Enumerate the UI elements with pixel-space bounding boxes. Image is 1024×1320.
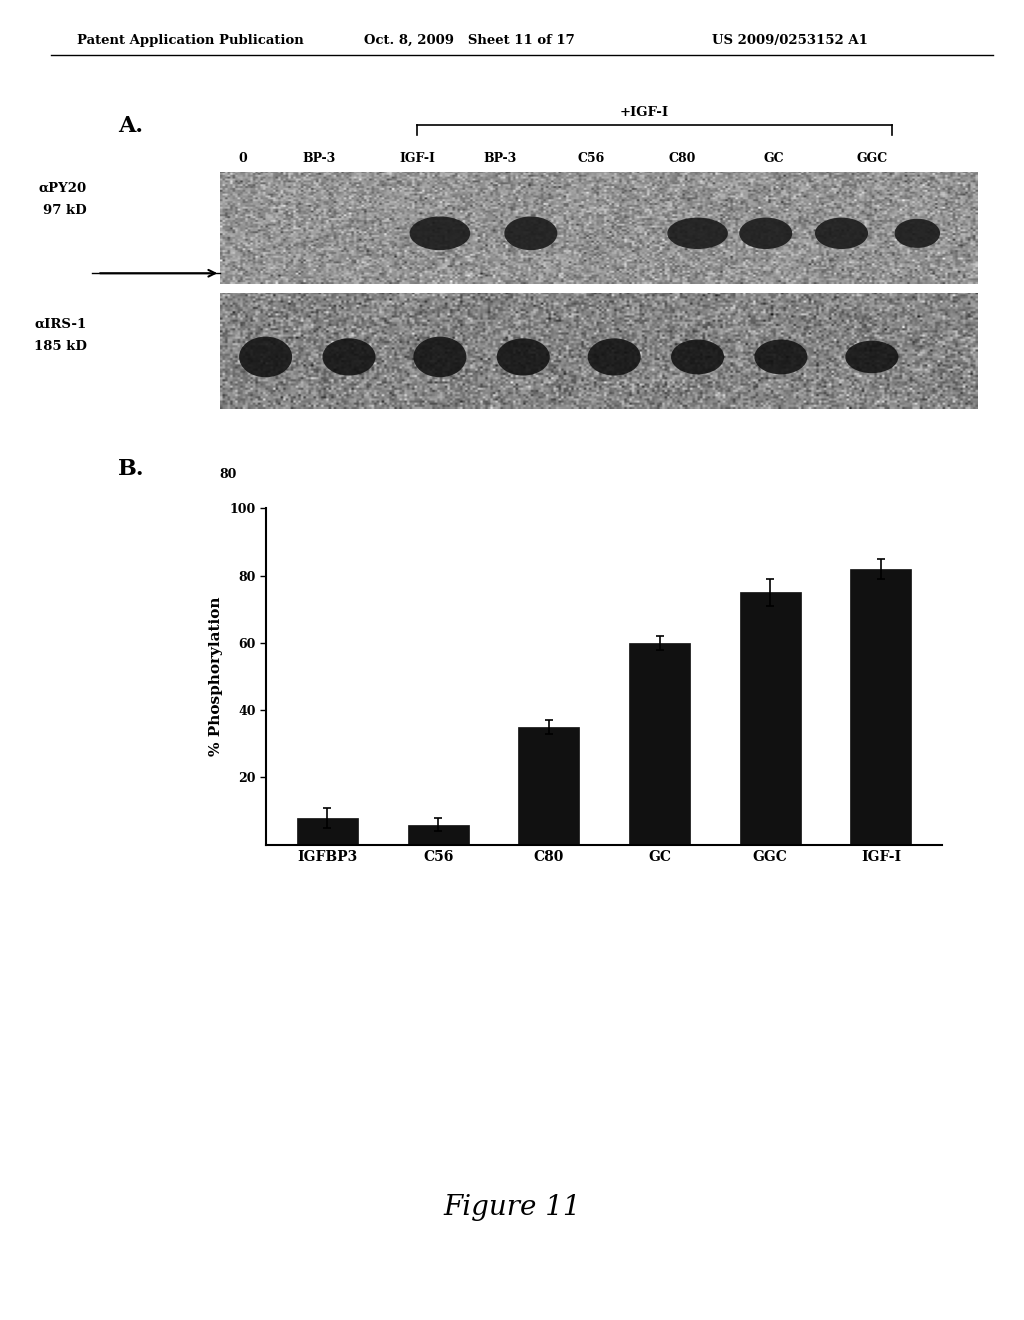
Text: IGF-I: IGF-I [399,152,435,165]
Bar [297,818,357,845]
Ellipse shape [845,341,898,374]
Ellipse shape [410,216,470,249]
Ellipse shape [739,218,793,249]
Ellipse shape [755,339,807,375]
Ellipse shape [414,337,466,378]
Text: C56: C56 [578,152,605,165]
Text: 80: 80 [219,469,237,482]
Text: +IGF-I: +IGF-I [620,106,669,119]
Ellipse shape [668,218,728,249]
Ellipse shape [671,339,724,375]
Text: BP-3: BP-3 [484,152,517,165]
Text: 0: 0 [239,152,247,165]
Ellipse shape [323,338,376,375]
Text: 97 kD: 97 kD [43,203,87,216]
Ellipse shape [504,216,557,249]
Bar [739,593,801,845]
Bar [408,825,469,845]
Y-axis label: % Phosphorylation: % Phosphorylation [209,597,222,756]
Text: BP-3: BP-3 [302,152,335,165]
Ellipse shape [815,218,868,249]
Text: 185 kD: 185 kD [34,339,87,352]
Ellipse shape [895,219,940,248]
Ellipse shape [588,338,641,375]
Text: Patent Application Publication: Patent Application Publication [77,33,303,46]
Text: αIRS-1: αIRS-1 [35,317,87,330]
Bar [851,569,911,845]
Text: GC: GC [763,152,783,165]
Ellipse shape [497,338,550,375]
Text: C80: C80 [669,152,696,165]
Bar [629,643,690,845]
Text: B.: B. [118,458,144,480]
Text: Figure 11: Figure 11 [443,1195,581,1221]
Text: αPY20: αPY20 [39,181,87,194]
Text: A.: A. [118,115,142,137]
Text: GGC: GGC [856,152,888,165]
Ellipse shape [239,337,292,378]
Bar [518,727,580,845]
Text: Oct. 8, 2009   Sheet 11 of 17: Oct. 8, 2009 Sheet 11 of 17 [364,33,574,46]
Text: US 2009/0253152 A1: US 2009/0253152 A1 [712,33,867,46]
